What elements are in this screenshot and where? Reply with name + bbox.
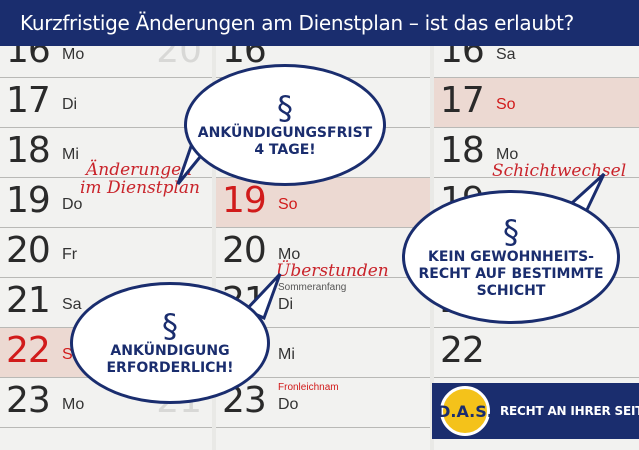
- weekday-label: Mo: [496, 146, 519, 163]
- day-number: 20: [6, 230, 51, 271]
- calendar-row: 22: [434, 328, 639, 378]
- calendar-row: 20 Fr: [0, 228, 212, 278]
- calendar-note: Sommeranfang: [278, 282, 347, 293]
- day-number: 16: [440, 46, 485, 71]
- paragraph-icon: §: [277, 89, 293, 127]
- day-number: 19: [222, 180, 267, 221]
- weekday-label: Di: [62, 96, 78, 113]
- bubble-frist: § ANKÜNDIGUNGSFRIST 4 TAGE!: [184, 64, 386, 186]
- handwriting-aenderungen: Änderungen im Dienstplan: [80, 160, 200, 198]
- handwriting-ueberstunden: Überstunden: [276, 261, 389, 281]
- brand-tagline: RECHT AN IHRER SEITE: [500, 404, 639, 418]
- calendar-row: 19 So: [216, 178, 430, 228]
- weekday-label: Mi: [278, 346, 295, 363]
- day-number: 22: [440, 330, 485, 371]
- calendar-row: 18 Mo: [434, 128, 639, 178]
- day-number: 16: [6, 46, 51, 71]
- day-number: 20: [222, 230, 267, 271]
- calendar-row: 19 Do: [0, 178, 212, 228]
- weekday-label: So: [496, 96, 516, 113]
- weekday-label: Di: [278, 296, 294, 313]
- day-number: 21: [6, 280, 51, 321]
- calendar-row: 16 Mo 20: [0, 46, 212, 78]
- calendar-row: 18 Mi: [0, 128, 212, 178]
- das-logo: D.A.S.: [437, 386, 493, 436]
- day-number: 19: [6, 180, 51, 221]
- day-number: 18: [6, 130, 51, 171]
- bubble-ankuendigung: § ANKÜNDIGUNG ERFORDERLICH!: [70, 282, 270, 404]
- weekday-label: Mo: [62, 46, 85, 63]
- weekday-label: So: [278, 196, 298, 213]
- day-number: 18: [440, 130, 485, 171]
- day-number: 17: [6, 80, 51, 121]
- calendar-row: 16 Sa: [434, 46, 639, 78]
- calendar-row: 23 Do Fronleichnam: [216, 378, 430, 428]
- week-number: 20: [156, 46, 202, 71]
- paragraph-icon: §: [503, 212, 519, 251]
- day-number: 23: [6, 380, 51, 421]
- day-number: 22: [6, 330, 51, 371]
- weekday-label: Mi: [62, 146, 79, 163]
- calendar-row: 17 Di: [0, 78, 212, 128]
- handwriting-schichtwechsel: Schichtwechsel: [492, 161, 627, 181]
- weekday-label: Mo: [278, 246, 301, 263]
- calendar-row: 20 Mo: [216, 228, 430, 278]
- calendar-note: Fronleichnam: [278, 382, 339, 393]
- paragraph-icon: §: [162, 307, 178, 345]
- brand-banner: D.A.S. RECHT AN IHRER SEITE: [432, 383, 639, 439]
- weekday-label: Sa: [496, 46, 516, 63]
- page-title: Kurzfristige Änderungen am Dienstplan – …: [0, 0, 639, 46]
- weekday-label: Do: [278, 396, 299, 413]
- weekday-label: Do: [62, 196, 83, 213]
- bubble-gewohnheit: § KEIN GEWOHNHEITS- RECHT AUF BESTIMMTE …: [402, 190, 620, 324]
- weekday-label: Fr: [62, 246, 78, 263]
- weekday-label: Sa: [62, 296, 82, 313]
- weekday-label: Mo: [62, 396, 85, 413]
- calendar-row: 17 So: [434, 78, 639, 128]
- day-number: 17: [440, 80, 485, 121]
